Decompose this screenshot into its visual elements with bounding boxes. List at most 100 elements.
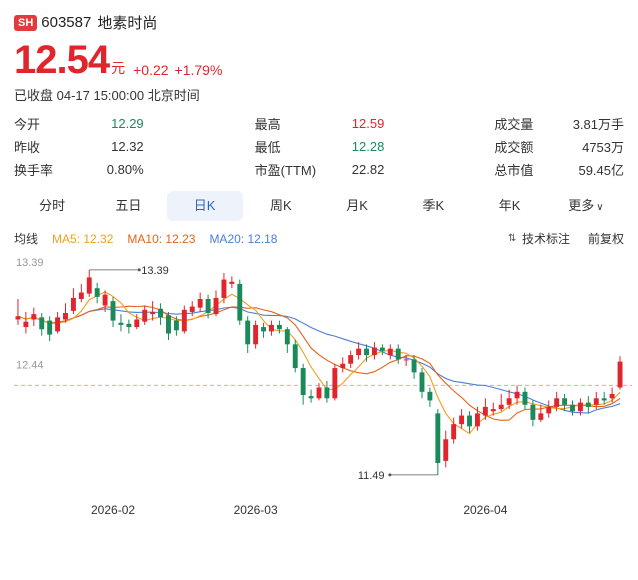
stat-turnover-amount: 成交额 4753万 [494, 137, 624, 156]
candle [197, 292, 203, 312]
candle-body [126, 323, 132, 328]
candle [86, 269, 92, 297]
ma10-value: MA10: 12.23 [127, 231, 196, 246]
candle [562, 393, 568, 412]
x-tick-label: 2026-04 [463, 503, 507, 517]
stat-label: 成交额 [494, 140, 534, 155]
candle [213, 290, 219, 317]
ma-lines [17, 291, 621, 435]
stock-header: SH 603587 地素时尚 [14, 12, 157, 33]
candle-body [617, 361, 623, 388]
period-tabs: 分时 五日 日K 周K 月K 季K 年K 更多 ∨ [14, 191, 624, 221]
tab-weekly-k[interactable]: 周K [270, 198, 292, 213]
candle-body [63, 313, 68, 320]
stock-name: 地素时尚 [97, 15, 158, 32]
candle-body [577, 402, 583, 412]
candle-body [585, 402, 591, 407]
candle-body [316, 387, 322, 399]
candle-body [245, 320, 251, 345]
candle-body [261, 327, 267, 332]
candle [39, 313, 45, 336]
ma5-value: MA5: 12.32 [52, 231, 114, 246]
annotation-dot [388, 473, 392, 477]
candle-body [189, 306, 195, 312]
tab-daily-k[interactable]: 日K [166, 191, 243, 221]
tech-annotation-button[interactable]: ⇅ 技术标注 [508, 230, 570, 247]
candle [427, 387, 433, 407]
candle [474, 406, 480, 431]
candle [554, 391, 560, 412]
candle-body [562, 398, 568, 405]
current-price: 12.54 [14, 38, 110, 82]
adjust-mode-button[interactable]: 前复权 [587, 232, 624, 246]
candle-body [371, 347, 377, 356]
kline-chart[interactable]: 13.39 12.44 13.39 11.49 2026-02 2026-03 2026-… [0, 250, 638, 530]
annotation-dot [137, 268, 141, 272]
candle-body [546, 406, 552, 414]
candle [467, 411, 472, 433]
candle [340, 357, 346, 373]
candle-body [102, 294, 108, 306]
candle-body [324, 387, 330, 399]
stat-open: 今开 12.29 [14, 114, 144, 133]
tab-intraday[interactable]: 分时 [39, 198, 66, 213]
candle-body [237, 283, 243, 321]
x-tick-label: 2026-02 [91, 503, 135, 517]
y-tick-label: 13.39 [16, 257, 44, 269]
low-annotation-label: 11.49 [358, 470, 385, 482]
candle [593, 391, 599, 410]
stat-value: 12.28 [351, 139, 385, 154]
candle [126, 319, 132, 334]
candle [173, 316, 179, 336]
candle-body [158, 308, 164, 318]
candle [55, 311, 61, 334]
candle-body [39, 317, 45, 330]
candle [158, 303, 164, 325]
candle [261, 322, 267, 338]
candle [229, 276, 235, 289]
candle-body [490, 409, 496, 412]
candle [601, 391, 607, 405]
candle [245, 316, 251, 353]
candle [237, 279, 243, 325]
ma10-line [17, 305, 621, 421]
candle-body [538, 413, 544, 420]
candle [387, 344, 393, 360]
candle-body [300, 368, 306, 396]
tab-five-day[interactable]: 五日 [115, 198, 142, 213]
stat-value: 3.81万手 [572, 117, 625, 132]
tab-more[interactable]: 更多 ∨ [548, 191, 624, 221]
stat-turnover-rate: 换手率 0.80% [14, 160, 144, 179]
candle [451, 417, 457, 444]
tab-yearly-k[interactable]: 年K [498, 198, 521, 213]
candle-body [482, 406, 488, 416]
candle [221, 273, 227, 304]
candle-body [459, 415, 465, 425]
candle-body [47, 320, 53, 335]
ma-legend: 均线 MA5: 12.32 MA10: 12.23 MA20: 12.18 ⇅ … [14, 230, 624, 247]
stat-volume: 成交量 3.81万手 [494, 114, 624, 133]
candle-body [451, 424, 457, 440]
ma20-line [17, 306, 621, 414]
candle [570, 400, 575, 416]
stats-row: 换手率 0.80% 市盈(TTM) 22.82 总市值 59.45亿 [14, 158, 624, 181]
candle [253, 320, 259, 349]
candle [31, 307, 37, 326]
candle [269, 320, 274, 336]
tab-quarterly-k[interactable]: 季K [422, 198, 445, 213]
candle-body [150, 311, 156, 315]
exchange-badge: SH [14, 14, 38, 31]
stat-label: 昨收 [14, 140, 41, 155]
stat-high: 最高 12.59 [255, 114, 385, 133]
candle [348, 350, 354, 369]
candle [530, 400, 536, 427]
swap-arrows-icon: ⇅ [507, 233, 517, 244]
candle [379, 344, 385, 356]
chart-labels: 13.39 11.49 2026-02 2026-03 2026-04 [89, 265, 508, 517]
candle [585, 396, 591, 414]
market-status: 已收盘 04-17 15:00:00 北京时间 [14, 88, 200, 103]
y-tick-label: 12.44 [16, 359, 44, 371]
candle [411, 355, 417, 379]
ma-label[interactable]: 均线 [14, 232, 39, 246]
tab-monthly-k[interactable]: 月K [346, 198, 368, 213]
